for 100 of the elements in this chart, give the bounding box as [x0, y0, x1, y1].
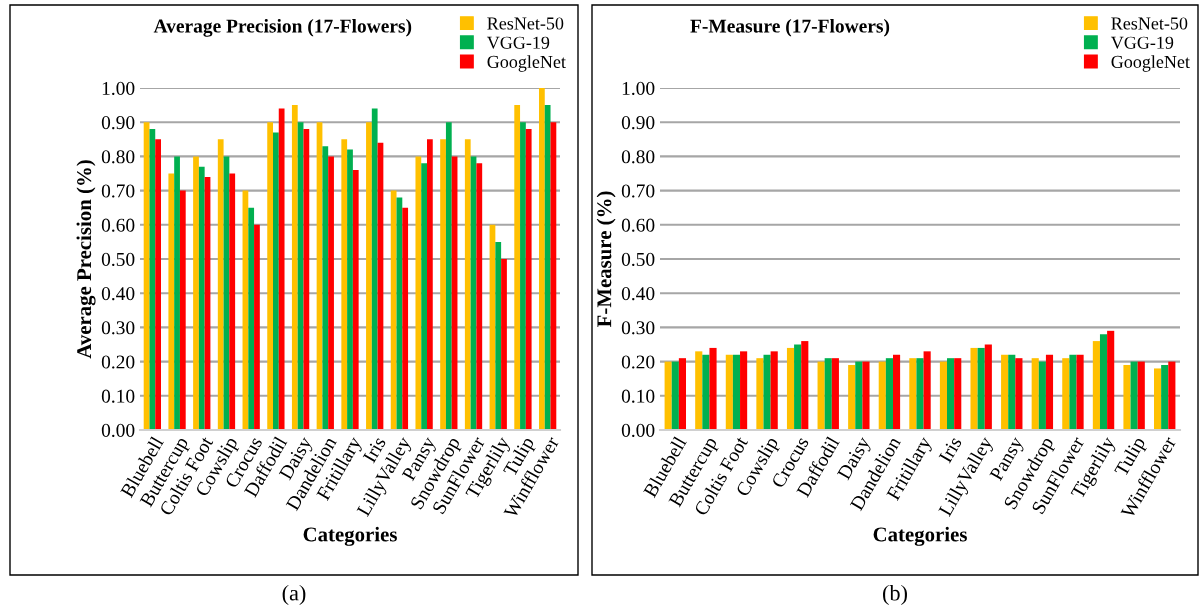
bar [709, 347, 717, 430]
bar [427, 139, 433, 430]
bar [267, 122, 273, 430]
bar [1069, 354, 1077, 430]
bar [421, 163, 427, 430]
bar [539, 88, 545, 430]
y-tick-label: 0.00 [101, 423, 135, 438]
bar [366, 122, 372, 430]
bar [495, 241, 502, 430]
y-tick-label: 0.40 [101, 287, 135, 301]
bar [1137, 361, 1145, 430]
x-axis-title: Categories [873, 526, 967, 546]
y-tick-label: 0.00 [621, 423, 655, 438]
bar [341, 139, 348, 430]
bar [756, 358, 764, 430]
bar [1168, 361, 1176, 430]
y-tick-label: 0.90 [101, 116, 135, 130]
bar [520, 122, 526, 430]
y-axis-title: Average Precision (%) [76, 160, 96, 359]
bar [525, 129, 532, 430]
bar [464, 139, 471, 430]
bar [229, 173, 236, 430]
bar [909, 358, 917, 430]
bar [174, 156, 180, 430]
bar [732, 354, 741, 430]
bar [390, 190, 397, 430]
bar [671, 361, 679, 430]
bar [278, 108, 285, 430]
bar [440, 139, 446, 430]
y-tick-label: 0.30 [101, 321, 135, 335]
bar [514, 105, 521, 430]
bar [1076, 354, 1084, 430]
text: (a) [282, 584, 306, 606]
bar [885, 358, 893, 430]
bar [1107, 330, 1115, 430]
bar [1001, 354, 1009, 430]
bar [168, 173, 175, 430]
bar [1015, 358, 1023, 430]
y-tick-label: 0.40 [621, 287, 655, 301]
bar [695, 351, 703, 430]
bar [328, 156, 334, 430]
text: (b) [883, 584, 907, 606]
bar [352, 170, 359, 430]
bar [1161, 365, 1169, 430]
chart-title: F-Measure (17-Flowers) [690, 18, 890, 37]
bar [977, 347, 985, 430]
bar [817, 361, 825, 430]
legend-label: VGG-19 [1110, 36, 1174, 49]
y-axis-title: F-Measure (%) [596, 191, 616, 328]
legend-label: ResNet-50 [487, 17, 564, 30]
bar [476, 163, 483, 430]
bar [855, 361, 863, 430]
legend-label: GoogleNet [487, 55, 566, 72]
bar [939, 361, 948, 430]
y-tick-label: 0.90 [621, 116, 655, 130]
bar [198, 166, 205, 430]
bar [1062, 358, 1070, 430]
bar [1045, 354, 1054, 430]
bar [501, 259, 507, 430]
bar [725, 354, 733, 430]
bar [824, 358, 832, 430]
bar [664, 361, 672, 430]
bar [878, 361, 886, 430]
bar [544, 105, 551, 430]
bar [984, 344, 992, 430]
bar [763, 354, 771, 430]
bar [702, 354, 710, 430]
bar [217, 139, 224, 430]
bar [248, 207, 255, 430]
bar [155, 139, 161, 430]
bar [678, 358, 686, 430]
legend-label: ResNet-50 [1111, 17, 1188, 30]
bar [786, 347, 795, 430]
legend-label: VGG-19 [486, 36, 550, 49]
bar [1031, 358, 1039, 430]
bar [149, 129, 156, 430]
y-tick-label: 0.70 [101, 184, 135, 198]
y-tick-label: 0.70 [621, 184, 655, 198]
bar [1123, 365, 1131, 430]
y-tick-label: 0.50 [621, 252, 655, 267]
chart-title: Average Precision (17-Flowers) [153, 18, 412, 37]
y-tick-label: 1.00 [622, 81, 655, 96]
x-axis-title: Categories [303, 526, 397, 546]
y-tick-label: 0.60 [101, 218, 135, 232]
bar [916, 358, 924, 430]
bar [322, 146, 329, 430]
y-tick-label: 0.20 [101, 355, 135, 369]
bar [831, 358, 839, 430]
bar [923, 351, 931, 430]
y-tick-label: 0.80 [101, 150, 135, 164]
bar [892, 354, 901, 430]
y-tick-label: 1.00 [102, 81, 135, 96]
bar [1008, 354, 1016, 430]
bar [954, 358, 962, 430]
y-tick-label: 0.80 [621, 150, 655, 164]
bar [193, 156, 199, 430]
bar [291, 105, 298, 430]
bar [1099, 334, 1108, 430]
bar [801, 341, 809, 430]
bar [254, 224, 260, 430]
